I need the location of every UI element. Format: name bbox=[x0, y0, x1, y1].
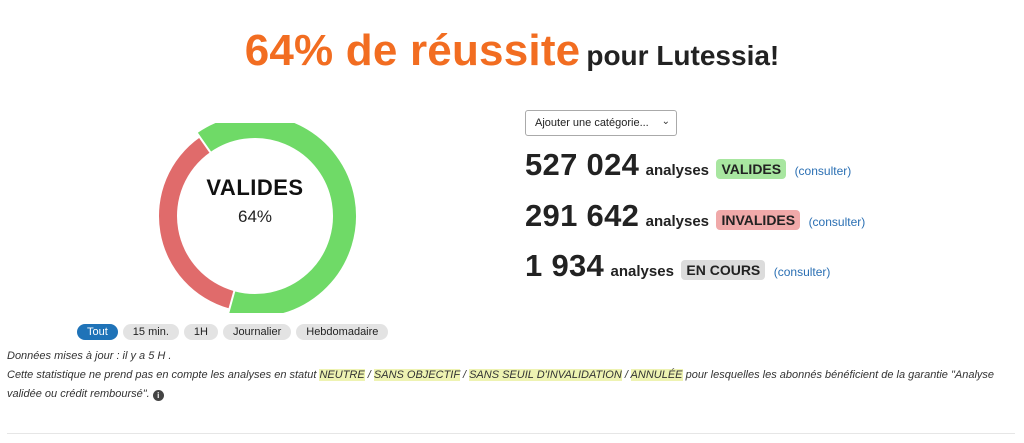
stat-in-progress: 1 934 analyses EN COURS (consulter) bbox=[525, 248, 830, 284]
filter-journalier[interactable]: Journalier bbox=[222, 324, 292, 340]
update-note: Données mises à jour : il y a 5 H . bbox=[7, 350, 172, 362]
donut-label-percent: 64% bbox=[237, 207, 273, 226]
status-neutre: NEUTRE bbox=[319, 369, 365, 381]
donut-chart: VALIDES 64% bbox=[150, 113, 360, 319]
stat-valid-link[interactable]: (consulter) bbox=[794, 164, 852, 178]
stat-valid-word: analyses bbox=[645, 162, 710, 179]
statistic-note-prefix: Cette statistique ne prend pas en compte… bbox=[7, 369, 317, 381]
stat-invalid-word: analyses bbox=[645, 213, 710, 230]
status-sans-seuil: SANS SEUIL D'INVALIDATION bbox=[469, 369, 622, 381]
statistic-note: Cette statistique ne prend pas en compte… bbox=[7, 366, 1017, 404]
donut-label-title: VALIDES bbox=[206, 175, 304, 200]
stat-valid: 527 024 analyses VALIDES (consulter) bbox=[525, 147, 851, 183]
divider bbox=[7, 433, 1015, 434]
category-select-value: Ajouter une catégorie... bbox=[535, 117, 649, 129]
filter-15-min[interactable]: 15 min. bbox=[122, 324, 179, 340]
stat-in-progress-badge: EN COURS bbox=[681, 260, 766, 280]
success-rate-headline: 64% de réussite bbox=[244, 26, 581, 75]
separator: / bbox=[462, 369, 467, 381]
headline-subject: pour Lutessia! bbox=[586, 40, 780, 71]
stat-invalid: 291 642 analyses INVALIDES (consulter) bbox=[525, 198, 865, 234]
donut-arc-invalid[interactable] bbox=[159, 137, 235, 309]
headline: 64% de réussite pour Lutessia! bbox=[0, 26, 1024, 76]
status-sans-objectif: SANS OBJECTIF bbox=[373, 369, 460, 381]
stat-in-progress-number: 1 934 bbox=[525, 248, 605, 283]
stat-invalid-badge: INVALIDES bbox=[716, 210, 801, 230]
separator: / bbox=[624, 369, 628, 381]
status-annulee: ANNULÉE bbox=[630, 369, 683, 381]
stat-valid-number: 527 024 bbox=[525, 147, 640, 182]
statistic-note-suffix: pour lesquelles les abonnés bénéficient … bbox=[7, 369, 995, 400]
filter-1h[interactable]: 1H bbox=[183, 324, 218, 340]
filter-tout[interactable]: Tout bbox=[77, 324, 118, 340]
footnotes: Données mises à jour : il y a 5 H . Cett… bbox=[7, 347, 1017, 404]
donut-center-label: VALIDES 64% bbox=[150, 175, 360, 227]
stat-valid-badge: VALIDES bbox=[716, 159, 787, 179]
stat-invalid-link[interactable]: (consulter) bbox=[808, 215, 866, 229]
chevron-down-icon: ⌄ bbox=[661, 116, 670, 127]
info-icon[interactable]: i bbox=[152, 390, 164, 401]
stat-invalid-number: 291 642 bbox=[525, 198, 640, 233]
time-filters: Tout 15 min. 1H Journalier Hebdomadaire bbox=[77, 322, 393, 340]
category-select[interactable]: Ajouter une catégorie... ⌄ bbox=[525, 110, 677, 136]
stat-in-progress-link[interactable]: (consulter) bbox=[773, 265, 831, 279]
stat-in-progress-word: analyses bbox=[610, 263, 674, 280]
filter-hebdomadaire[interactable]: Hebdomadaire bbox=[296, 324, 389, 340]
separator: / bbox=[367, 369, 371, 381]
